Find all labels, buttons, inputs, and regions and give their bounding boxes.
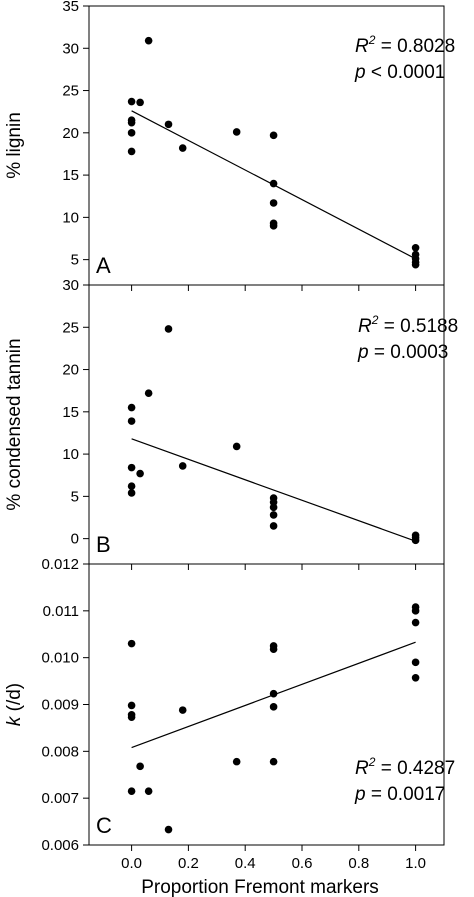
y-tick-label: 20 <box>62 362 79 379</box>
data-point <box>411 674 420 682</box>
data-point <box>178 144 187 152</box>
y-tick-label: 30 <box>62 40 79 57</box>
data-point <box>269 757 278 766</box>
panel-letter: A <box>96 253 111 278</box>
data-point <box>127 118 136 127</box>
data-point <box>127 403 136 412</box>
data-point <box>127 639 136 648</box>
y-axis-label: % lignin <box>4 112 25 179</box>
data-point <box>136 762 144 771</box>
x-tick-label: 1.0 <box>405 855 426 872</box>
p-value-text: p < 0.0001 <box>354 62 445 83</box>
y-tick-label: 0.012 <box>41 556 79 573</box>
panel-c: 0.006 0.007 0.008 0.009 0.010 0.011 0.012 0.0 0.… <box>4 556 455 872</box>
y-tick-label: 15 <box>62 404 79 421</box>
chart-panels: 5 10 15 20 25 30 35 % lignin A R2 = 0.8028 p < 0.0… <box>4 0 458 872</box>
r-squared-text: R2 = 0.8028 <box>355 33 455 57</box>
r-squared-text: R2 = 0.5188 <box>358 313 458 337</box>
data-point <box>269 503 278 512</box>
x-tick-label: 0.0 <box>121 855 142 872</box>
y-tick-label: 5 <box>71 252 79 269</box>
data-point <box>269 703 278 711</box>
data-point <box>144 389 153 398</box>
data-point <box>127 97 136 106</box>
y-tick-label: 0.007 <box>41 790 79 807</box>
y-tick-label: 0.006 <box>41 837 79 854</box>
data-point <box>269 511 278 519</box>
y-tick-label: 0.010 <box>41 650 79 667</box>
data-point <box>232 128 241 136</box>
y-tick-label: 0.008 <box>41 743 79 760</box>
data-point <box>411 658 420 667</box>
y-tick-label: 20 <box>62 125 79 142</box>
r-squared-text: R2 = 0.4287 <box>355 755 455 779</box>
x-tick-label: 0.2 <box>178 855 199 872</box>
x-tick-label: 0.6 <box>292 855 313 872</box>
data-point <box>127 713 136 721</box>
y-tick-label: 0 <box>71 531 79 548</box>
data-point <box>269 179 278 188</box>
data-point <box>178 706 187 714</box>
data-point <box>232 442 241 451</box>
panel-letter: C <box>96 813 112 838</box>
y-tick-label: 0.009 <box>41 697 79 714</box>
data-point <box>127 787 136 795</box>
data-point <box>127 147 136 156</box>
data-point <box>411 618 420 627</box>
data-point <box>269 222 278 230</box>
panel-b: 0 5 10 15 20 25 30 % condensed tannin B R2 = 0.51… <box>4 277 458 570</box>
data-point <box>269 199 278 207</box>
x-axis-label: Proportion Fremont markers <box>141 877 379 897</box>
data-point <box>269 645 278 654</box>
y-tick-label: 10 <box>62 446 79 463</box>
data-point <box>411 260 420 269</box>
data-point <box>127 489 136 497</box>
data-point <box>144 36 153 45</box>
p-value-text: p = 0.0003 <box>357 342 448 363</box>
data-point <box>411 536 420 545</box>
data-point <box>269 131 278 140</box>
data-point <box>232 757 241 766</box>
data-point <box>127 129 136 137</box>
x-tick-label: 0.4 <box>235 855 256 872</box>
data-point <box>411 607 420 615</box>
data-point <box>127 482 136 491</box>
data-point <box>127 417 136 425</box>
data-point <box>127 463 136 472</box>
y-axis-label: % condensed tannin <box>4 338 25 510</box>
data-point <box>164 825 173 834</box>
y-tick-label: 15 <box>62 167 79 184</box>
y-tick-label: 25 <box>62 319 79 336</box>
data-point <box>136 98 144 107</box>
p-value-text: p = 0.0017 <box>354 784 445 805</box>
data-point <box>411 244 420 252</box>
data-point <box>164 120 173 129</box>
y-tick-label: 25 <box>62 83 79 100</box>
y-axis-label: k (/d) <box>4 683 25 726</box>
y-tick-label: 35 <box>62 0 79 15</box>
data-point <box>136 469 144 478</box>
data-point <box>269 522 278 530</box>
data-point <box>178 462 187 470</box>
y-tick-label: 5 <box>71 488 79 505</box>
data-point <box>144 787 153 795</box>
data-point <box>164 325 173 333</box>
y-tick-label: 0.011 <box>43 603 79 620</box>
y-tick-label: 10 <box>62 209 79 226</box>
y-tick-label: 30 <box>62 277 79 294</box>
data-point <box>269 689 278 698</box>
x-tick-label: 0.8 <box>348 855 369 872</box>
data-point <box>127 701 136 710</box>
panel-letter: B <box>96 532 111 557</box>
panel-a: 5 10 15 20 25 30 35 % lignin A R2 = 0.8028 p < 0.0… <box>4 0 455 291</box>
regression-line <box>131 438 416 542</box>
